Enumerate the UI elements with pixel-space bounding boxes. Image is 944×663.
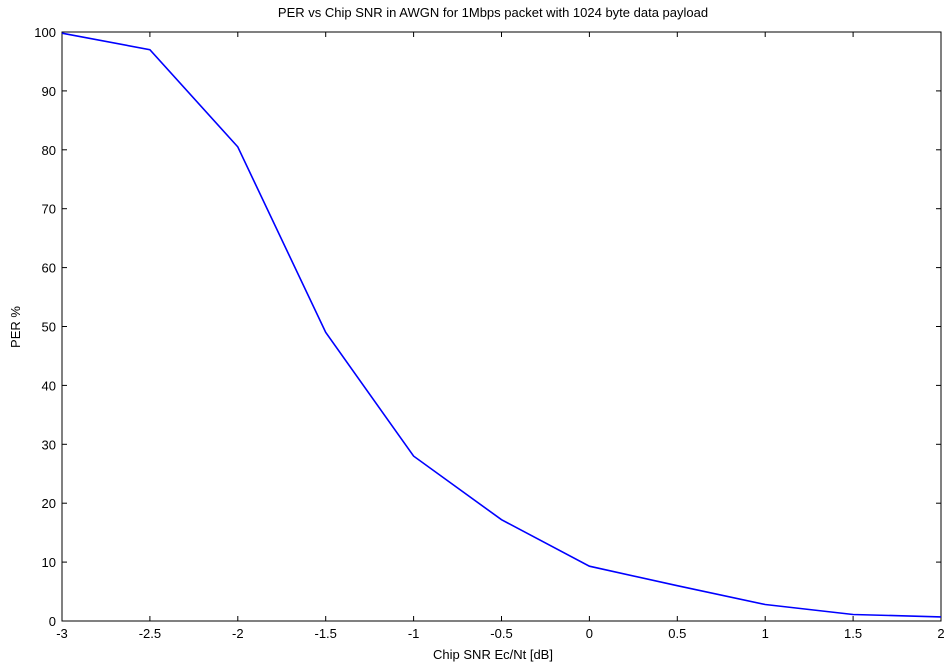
y-tick-label: 90 — [42, 84, 56, 99]
x-tick-label: 1 — [762, 626, 769, 641]
x-tick-label: -2.5 — [139, 626, 161, 641]
y-tick-label: 10 — [42, 555, 56, 570]
y-tick-label: 70 — [42, 202, 56, 217]
y-tick-label: 20 — [42, 496, 56, 511]
series-group — [61, 32, 942, 618]
x-tick-label: -2 — [232, 626, 244, 641]
x-tick-label: 0.5 — [668, 626, 686, 641]
y-axis-ticks: 0 10 20 30 40 50 60 70 80 90 100 — [34, 25, 941, 629]
x-tick-label: 0 — [586, 626, 593, 641]
x-tick-label: -0.5 — [490, 626, 512, 641]
y-tick-label: 50 — [42, 320, 56, 335]
series-line — [61, 32, 942, 618]
y-tick-label: 80 — [42, 143, 56, 158]
x-axis-label: Chip SNR Ec/Nt [dB] — [433, 647, 553, 662]
x-tick-label: -1.5 — [314, 626, 336, 641]
y-tick-label: 100 — [34, 25, 56, 40]
x-axis-ticks: -3 -2.5 -2 -1.5 -1 -0.5 0 0.5 1 1.5 2 — [56, 32, 944, 641]
y-tick-label: 40 — [42, 378, 56, 393]
x-tick-label: -3 — [56, 626, 68, 641]
y-tick-label: 60 — [42, 261, 56, 276]
x-tick-label: 2 — [937, 626, 944, 641]
x-tick-label: -1 — [408, 626, 420, 641]
x-tick-label: 1.5 — [844, 626, 862, 641]
y-axis-label: PER % — [8, 306, 23, 348]
y-tick-label: 30 — [42, 437, 56, 452]
plot-area-frame — [61, 31, 942, 622]
y-tick-label: 0 — [49, 614, 56, 629]
chart-title: PER vs Chip SNR in AWGN for 1Mbps packet… — [278, 5, 708, 20]
